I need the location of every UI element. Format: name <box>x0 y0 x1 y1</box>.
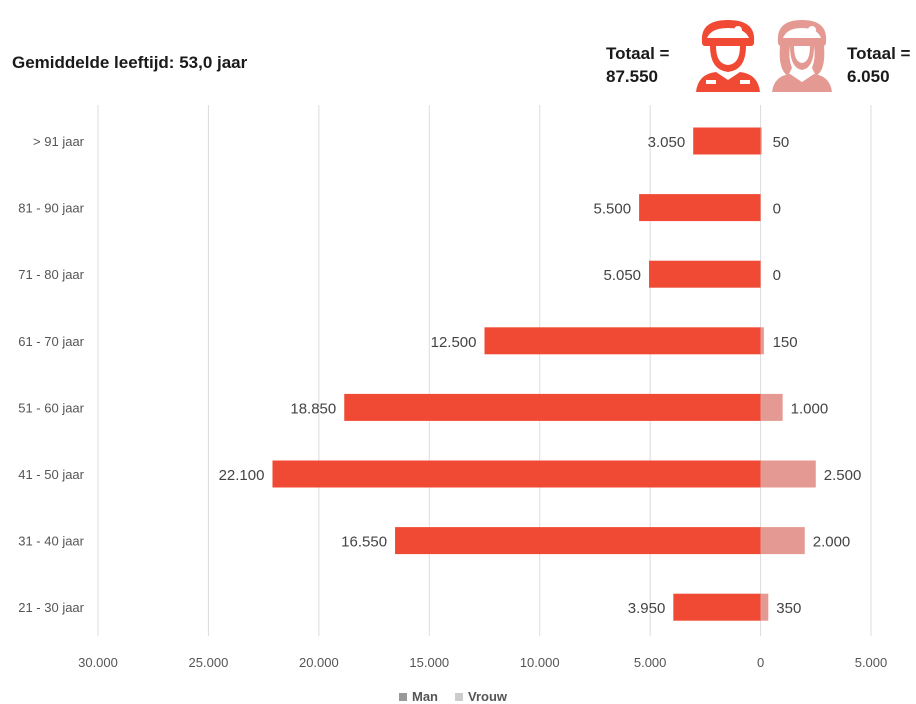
bar-vrouw <box>760 593 769 621</box>
total-woman-value: 6.050 <box>847 67 890 86</box>
bar-man <box>484 327 761 355</box>
total-woman-label: Totaal = <box>847 44 911 63</box>
bar-vrouw-value-label: 150 <box>773 334 798 351</box>
total-man-label: Totaal = <box>606 44 670 63</box>
x-tick-label: 5.000 <box>855 655 888 670</box>
total-man-value: 87.550 <box>606 67 658 86</box>
x-tick-label: 15.000 <box>409 655 449 670</box>
bar-man <box>395 527 761 555</box>
x-tick-label: 0 <box>757 655 764 670</box>
legend-swatch-vrouw <box>455 693 463 701</box>
bar-vrouw <box>760 527 805 555</box>
soldier-female-icon <box>772 20 832 92</box>
bar-man <box>693 127 761 155</box>
chart-subtitle: Gemiddelde leeftijd: 53,0 jaar <box>12 53 248 72</box>
legend-label-man: Man <box>412 689 438 704</box>
legend: Man Vrouw <box>399 689 508 704</box>
bar-vrouw-value-label: 50 <box>773 134 790 151</box>
bar-man <box>639 194 761 222</box>
category-label: 41 - 50 jaar <box>18 467 84 482</box>
x-tick-label: 25.000 <box>189 655 229 670</box>
legend-label-vrouw: Vrouw <box>468 689 508 704</box>
x-tick-label: 10.000 <box>520 655 560 670</box>
bar-man-value-label: 5.500 <box>594 201 632 218</box>
bar-vrouw-value-label: 350 <box>776 600 801 617</box>
labels: > 91 jaar 3.050 50 81 - 90 jaar 5.500 0 71 - 8… <box>18 134 861 617</box>
category-label: 21 - 30 jaar <box>18 600 84 615</box>
bar-vrouw <box>760 460 816 488</box>
bar-man <box>272 460 761 488</box>
category-label: 31 - 40 jaar <box>18 534 84 549</box>
category-label: 51 - 60 jaar <box>18 400 84 415</box>
bar-man-value-label: 3.950 <box>628 600 666 617</box>
bars <box>272 127 816 621</box>
category-label: 81 - 90 jaar <box>18 201 84 216</box>
bar-vrouw <box>760 327 764 355</box>
total-woman: Totaal = 6.050 <box>847 44 911 86</box>
bar-man-value-label: 12.500 <box>431 334 477 351</box>
x-tick-label: 30.000 <box>78 655 118 670</box>
bar-man <box>673 593 761 621</box>
total-man: Totaal = 87.550 <box>606 44 670 86</box>
category-label: > 91 jaar <box>33 134 85 149</box>
category-label: 71 - 80 jaar <box>18 267 84 282</box>
x-tick-label: 20.000 <box>299 655 339 670</box>
category-label: 61 - 70 jaar <box>18 334 84 349</box>
bar-man <box>649 260 761 288</box>
bar-man-value-label: 22.100 <box>219 467 265 484</box>
bar-man-value-label: 18.850 <box>290 400 336 417</box>
bar-man-value-label: 5.050 <box>603 267 641 284</box>
bar-vrouw <box>760 127 762 155</box>
x-tick-label: 5.000 <box>634 655 667 670</box>
bar-vrouw-value-label: 1.000 <box>791 400 829 417</box>
grid: 30.000 25.000 20.000 15.000 10.000 5.000 0 5.00… <box>78 105 887 670</box>
bar-vrouw-value-label: 2.500 <box>824 467 862 484</box>
bar-vrouw-value-label: 2.000 <box>813 534 851 551</box>
bar-man-value-label: 3.050 <box>648 134 686 151</box>
legend-swatch-man <box>399 693 407 701</box>
soldier-male-icon <box>696 20 760 92</box>
bar-vrouw-value-label: 0 <box>773 267 781 284</box>
bar-vrouw <box>760 393 783 421</box>
bar-man <box>344 393 761 421</box>
bar-vrouw-value-label: 0 <box>773 201 781 218</box>
bar-man-value-label: 16.550 <box>341 534 387 551</box>
